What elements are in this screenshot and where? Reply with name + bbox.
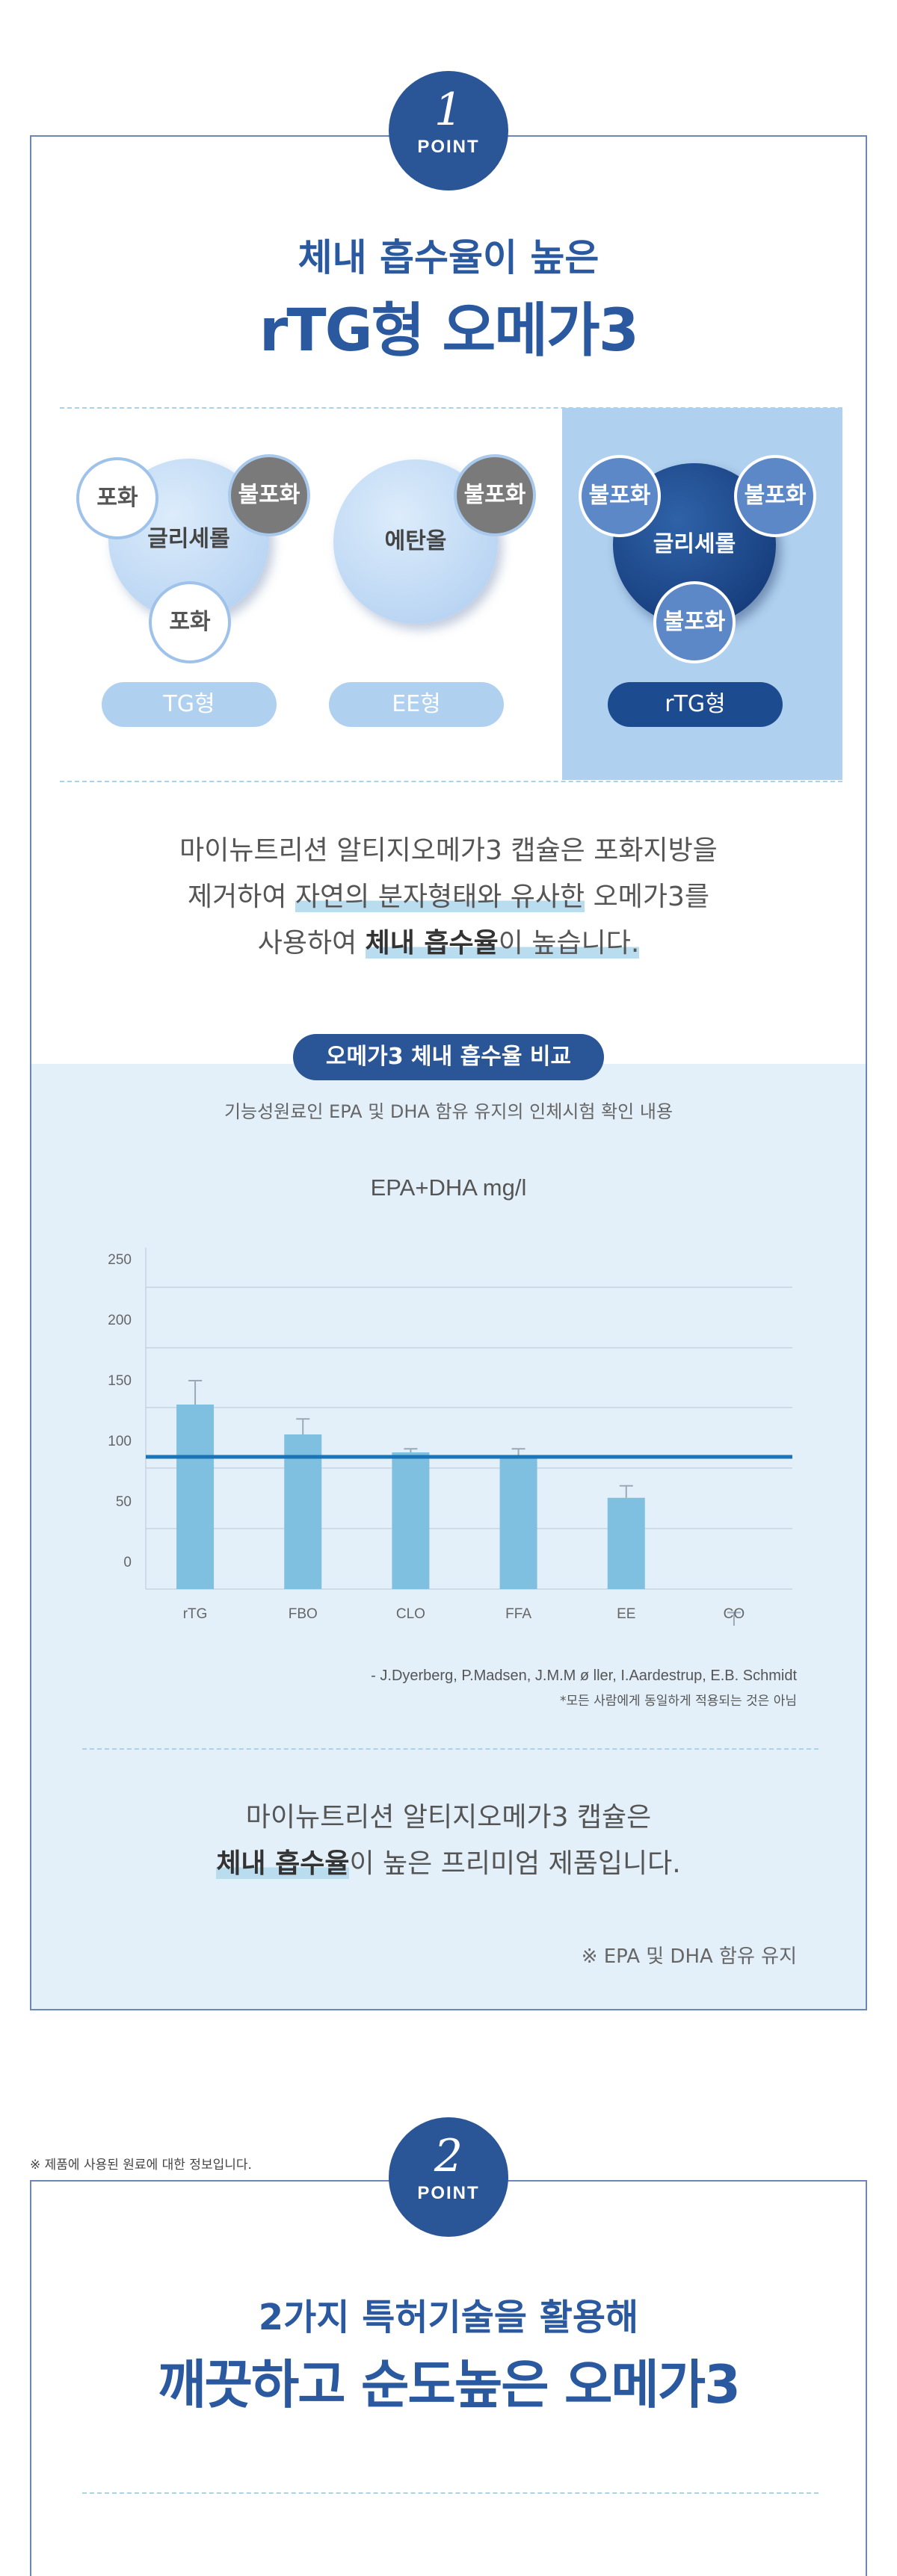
tg-bond-saturated: 포화 bbox=[149, 581, 231, 663]
point-number: 2 bbox=[434, 2130, 463, 2182]
tg-center-label: 글리세롤 bbox=[147, 526, 230, 552]
raw-material-notice: ※ 제품에 사용된 원료에 대한 정보입니다. bbox=[30, 2158, 252, 2173]
point-label: POINT bbox=[417, 2183, 480, 2203]
ee-bond-unsaturated: 불포화 bbox=[454, 454, 536, 536]
x-tick-label: CLO bbox=[395, 1606, 425, 1622]
y-tick-label: 100 bbox=[108, 1434, 132, 1449]
description-line-3: 사용하여 체내 흡수율이 높습니다. bbox=[257, 928, 640, 959]
bar-ffa bbox=[499, 1458, 537, 1589]
divider bbox=[82, 1748, 819, 1750]
highlight-absorption: 체내 흡수율이 높습니다. bbox=[365, 928, 640, 959]
y-tick-label: 0 bbox=[123, 1555, 132, 1570]
y-tick-label: 50 bbox=[115, 1494, 132, 1510]
section-subtitle: 체내 흡수율이 높은 bbox=[298, 236, 599, 279]
summary-line-1: 마이뉴트리션 알티지오메가3 캡슐은 bbox=[245, 1802, 652, 1833]
citation-note: *모든 사람에게 동일하게 적용되는 것은 아님 bbox=[559, 1694, 797, 1709]
ee-type-pill: EE형 bbox=[329, 682, 504, 727]
rtg-center-label: 글리세롤 bbox=[653, 531, 736, 557]
rtg-type-pill: rTG형 bbox=[608, 682, 783, 727]
x-tick-label: FFA bbox=[505, 1606, 531, 1622]
bar-ee bbox=[607, 1497, 645, 1589]
section-title: rTG형 오메가3 bbox=[259, 297, 639, 365]
tg-bond-saturated: 포화 bbox=[76, 457, 158, 539]
divider bbox=[60, 407, 842, 409]
y-tick-label: 250 bbox=[108, 1252, 132, 1268]
description-line-2: 제거하여 자연의 분자형태와 유사한 오메가3를 bbox=[188, 882, 709, 912]
highlight-absorption: 체내 흡수율 bbox=[216, 1848, 350, 1879]
point1-badge: 1 POINT bbox=[389, 71, 508, 191]
section-title: 깨끗하고 순도높은 오메가3 bbox=[158, 2354, 741, 2415]
highlight-natural-form: 자연의 분자형태와 유사한 bbox=[295, 882, 585, 912]
y-tick-label: 200 bbox=[108, 1313, 132, 1328]
y-tick-label: 150 bbox=[108, 1373, 132, 1389]
ee-center-label: 에탄올 bbox=[384, 528, 447, 554]
point-label: POINT bbox=[417, 137, 480, 157]
bar-rtg bbox=[176, 1405, 215, 1589]
compare-panel bbox=[31, 1064, 866, 2009]
x-tick-label: rTG bbox=[182, 1606, 208, 1622]
rtg-bond-unsaturated: 불포화 bbox=[734, 455, 816, 537]
point2-badge: 2 POINT bbox=[389, 2117, 508, 2237]
summary-line-2: 체내 흡수율이 높은 프리미엄 제품입니다. bbox=[216, 1848, 681, 1879]
tg-bond-unsaturated: 불포화 bbox=[228, 454, 310, 536]
compare-pill: 오메가3 체내 흡수율 비교 bbox=[293, 1034, 604, 1080]
citation: - J.Dyerberg, P.Madsen, J.M.M ø ller, I.… bbox=[371, 1668, 797, 1684]
footnote: ※ EPA 및 DHA 함유 유지 bbox=[581, 1945, 797, 1968]
rtg-bond-unsaturated: 불포화 bbox=[653, 581, 736, 663]
absorption-bar-chart bbox=[145, 1248, 792, 1626]
x-tick-label: CO bbox=[723, 1606, 745, 1622]
compare-caption: 기능성원료인 EPA 및 DHA 함유 유지의 인체시험 확인 내용 bbox=[224, 1101, 673, 1122]
description-line-1: 마이뉴트리션 알티지오메가3 캡슐은 포화지방을 bbox=[179, 835, 718, 866]
divider bbox=[60, 781, 842, 782]
chart-title: EPA+DHA mg/l bbox=[370, 1174, 527, 1201]
x-tick-label: FBO bbox=[288, 1606, 318, 1622]
tg-type-pill: TG형 bbox=[102, 682, 277, 727]
bar-fbo bbox=[284, 1434, 322, 1589]
divider bbox=[82, 2492, 819, 2494]
bar-clo bbox=[392, 1452, 430, 1589]
point-number: 1 bbox=[434, 84, 463, 136]
x-tick-label: EE bbox=[617, 1606, 636, 1622]
rtg-bond-unsaturated: 불포화 bbox=[579, 455, 661, 537]
section-subtitle: 2가지 특허기술을 활용해 bbox=[258, 2297, 639, 2338]
